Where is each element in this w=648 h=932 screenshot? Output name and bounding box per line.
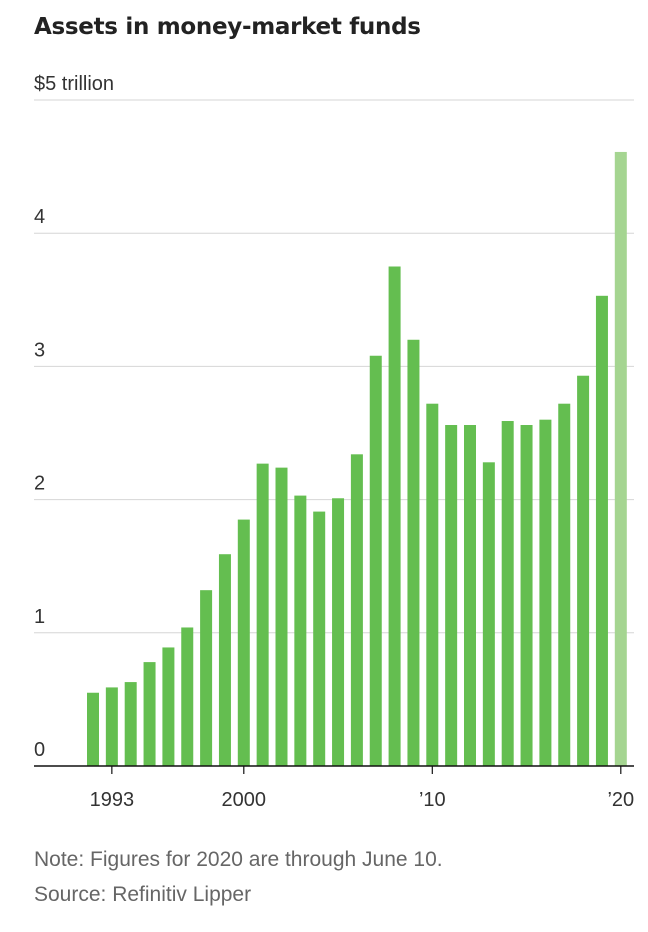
- y-tick-label: 1: [34, 606, 45, 628]
- chart-note: Note: Figures for 2020 are through June …: [34, 848, 443, 871]
- bar-2020: [614, 151, 627, 766]
- bar-2013: [482, 462, 495, 766]
- bar-2019: [595, 295, 608, 766]
- y-tick-label: 4: [34, 206, 45, 228]
- y-tick-label: 2: [34, 473, 45, 495]
- bar-1993: [105, 687, 118, 766]
- bar-1995: [143, 662, 156, 766]
- bar-chart: 0 1 2 3 4 $5 trillion 1993 2000 ’10 ’20: [34, 73, 634, 811]
- bar-1999: [218, 554, 231, 766]
- bar-2012: [464, 425, 476, 766]
- bar-2005: [332, 498, 345, 766]
- bar-2014: [501, 421, 514, 766]
- bars: [87, 151, 627, 766]
- bar-2002: [275, 467, 288, 766]
- bar-2009: [407, 339, 420, 766]
- x-tick-label: ’10: [419, 789, 446, 811]
- y-tick-label: $5 trillion: [34, 73, 114, 95]
- bar-2004: [313, 511, 326, 766]
- bar-2006: [350, 454, 363, 766]
- chart-title: Assets in money-market funds: [34, 14, 421, 40]
- bar-1992: [87, 692, 99, 766]
- x-tick-label: 2000: [222, 789, 267, 811]
- bar-2010: [426, 403, 439, 766]
- bar-1994: [124, 682, 137, 766]
- bar-1998: [200, 590, 213, 766]
- x-axis: [34, 765, 634, 774]
- bar-2018: [577, 375, 590, 766]
- bar-2011: [445, 425, 458, 766]
- bar-2017: [558, 403, 571, 766]
- y-tick-label: 3: [34, 339, 45, 361]
- bar-2015: [520, 425, 533, 766]
- y-tick-label: 0: [34, 739, 45, 761]
- bar-2003: [294, 495, 307, 766]
- bar-1997: [181, 627, 194, 766]
- bar-2008: [388, 266, 401, 766]
- bar-2007: [369, 355, 382, 766]
- bar-2001: [256, 463, 269, 766]
- chart-source: Source: Refinitiv Lipper: [34, 883, 252, 906]
- tick-labels: 0 1 2 3 4 $5 trillion 1993 2000 ’10 ’20: [34, 73, 634, 811]
- x-tick-label: ’20: [607, 789, 634, 811]
- x-tick-label: 1993: [90, 789, 135, 811]
- bar-2000: [237, 519, 250, 766]
- bar-2016: [539, 419, 552, 766]
- bar-1996: [162, 647, 175, 766]
